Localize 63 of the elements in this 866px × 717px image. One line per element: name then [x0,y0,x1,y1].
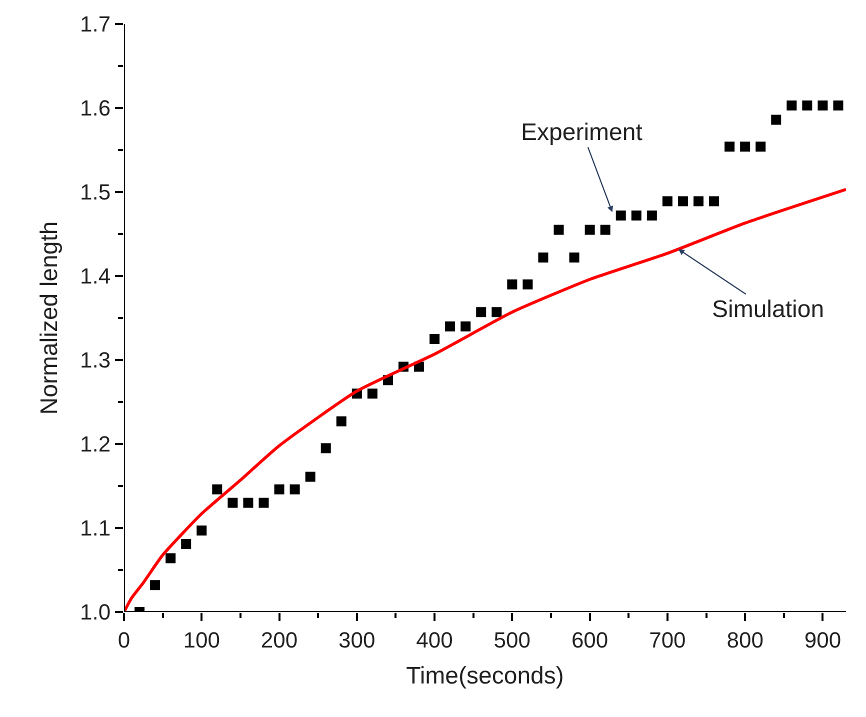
x-tick-label: 400 [416,627,453,652]
point [678,196,688,206]
y-tick-label: 1.1 [80,516,111,541]
y-tick-label: 1.5 [80,180,111,205]
point [492,307,502,318]
point [367,388,378,399]
y-axis-title: Normalized length [36,221,64,415]
point [631,210,642,221]
y-tick-label: 1.7 [80,12,111,37]
point [258,498,269,508]
x-tick-label: 500 [494,627,531,652]
point [818,100,828,110]
point [538,252,548,263]
point [522,279,533,290]
x-tick-label: 0 [118,627,130,652]
y-tick-label: 1.0 [80,600,111,625]
point [430,334,440,344]
x-axis-title: Time(seconds) [406,662,564,690]
point [833,100,844,110]
y-tick-label: 1.4 [80,264,111,289]
point [460,321,471,332]
point [181,538,192,549]
point [709,196,720,206]
point [305,472,316,482]
x-tick-label: 200 [260,627,298,652]
point [274,484,284,494]
annotation: Simulation [712,296,824,323]
point [616,210,626,221]
x-tick-label: 100 [183,627,220,652]
point [771,114,782,125]
point [740,142,750,152]
point [243,498,254,508]
point [724,142,735,152]
point [646,210,657,221]
point [166,553,176,564]
y-tick-label: 1.6 [80,96,111,121]
y-tick-label: 1.3 [80,348,111,373]
point [320,443,331,454]
x-tick-label: 600 [571,627,608,652]
point [150,580,160,590]
point [802,100,812,110]
x-tick-label: 700 [649,627,686,652]
point [554,224,564,235]
point [290,484,300,494]
point [584,224,595,235]
point [662,196,672,206]
point [693,196,704,206]
point [507,279,518,290]
point [212,484,222,494]
y-tick-label: 1.2 [80,432,111,457]
x-tick-label: 800 [726,627,764,652]
point [756,142,766,152]
x-tick-label: 300 [338,627,376,652]
point [600,224,610,235]
annotation: Experiment [521,119,643,146]
point [196,526,207,536]
point [228,498,238,508]
point [336,416,346,426]
x-tick-label: 900 [804,627,842,652]
point [445,321,456,332]
point [476,307,486,318]
point [569,252,580,263]
point [786,100,797,110]
